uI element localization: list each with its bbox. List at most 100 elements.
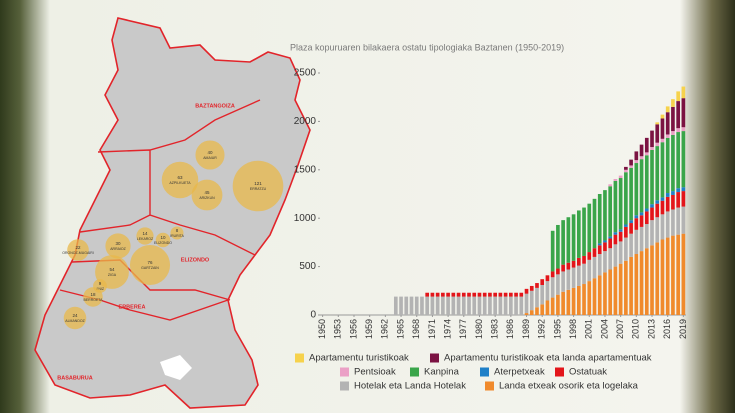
bar-segment [681, 233, 686, 315]
bar-segment [556, 268, 560, 275]
bar-segment [571, 260, 576, 268]
bar-segment [571, 267, 576, 288]
bar-segment [650, 149, 654, 205]
bar-segment [514, 292, 518, 297]
town-count: 63 [177, 175, 183, 180]
bar-segment [671, 235, 675, 315]
bar-segment [493, 292, 497, 297]
bar-segment [676, 234, 680, 315]
bar-segment [519, 292, 524, 297]
bar-segment [618, 241, 623, 264]
legend-label: Apartamentu turistikoak [309, 353, 409, 364]
bar-segment [592, 256, 597, 279]
bar-segment [671, 191, 675, 195]
town-count: 45 [204, 190, 210, 195]
bar-segment [582, 284, 586, 315]
x-tick-label: 1971 [427, 319, 437, 339]
bar-segment [587, 252, 592, 260]
bar-segment [414, 296, 419, 315]
x-tick-label: 1977 [458, 319, 468, 339]
bar-segment [503, 296, 508, 315]
y-tick-label: 0 [310, 310, 316, 321]
town-bubble [191, 179, 223, 211]
x-tick-label: 2004 [599, 319, 609, 339]
x-tick-label: 1959 [364, 319, 374, 339]
x-tick-label: 2007 [615, 319, 625, 339]
town-count: 121 [254, 181, 262, 186]
town-bubble [232, 160, 284, 212]
town-name: ELIZONDO [154, 241, 172, 245]
region-label: BASABURUA [57, 375, 92, 381]
bar-segment [550, 297, 555, 315]
town-name: ARIZKUN [199, 196, 215, 200]
bar-segment [545, 300, 550, 315]
bar-segment [509, 292, 513, 297]
bar-segment [644, 211, 649, 225]
bar-segment [561, 291, 565, 315]
bar-segment [644, 224, 649, 249]
bar-segment [597, 194, 602, 244]
town-count: 40 [207, 150, 213, 155]
bar-segment [597, 275, 602, 315]
bar-segment [603, 242, 607, 252]
bar-segment [655, 142, 660, 147]
bar-segment [561, 220, 565, 265]
bar-segment [618, 231, 623, 242]
bar-segment [676, 91, 680, 102]
bar-segment [644, 155, 649, 209]
bar-segment [624, 166, 628, 170]
bar-segment [629, 165, 633, 168]
bar-segment [451, 292, 456, 297]
bar-segment [624, 237, 628, 261]
bar-segment [524, 313, 529, 315]
legend-label: Aterpetxeak [494, 367, 545, 378]
bar-segment [634, 215, 639, 219]
bar-segment [613, 232, 618, 235]
bar-segment [644, 208, 649, 212]
x-tick-label: 1992 [537, 319, 547, 339]
bar-segment [404, 296, 409, 315]
bar-segment [587, 281, 592, 315]
bar-segment [571, 287, 576, 315]
bar-segment [629, 167, 633, 221]
legend-label: Apartamentu turistikoak eta landa aparta… [444, 353, 652, 364]
bar-segment [650, 204, 654, 208]
bar-segment [597, 254, 602, 276]
x-tick-label: 1986 [505, 319, 515, 339]
town-name: GARTZAIN [141, 266, 159, 270]
bar-segment [624, 172, 628, 225]
bar-segment [613, 180, 618, 233]
bar-segment [655, 200, 660, 204]
bar-segment [660, 239, 665, 315]
town-count: 22 [75, 245, 81, 250]
bar-segment [608, 236, 613, 239]
bar-segment [472, 292, 477, 297]
bar-segment [665, 106, 670, 113]
town-bubble [155, 232, 171, 248]
bar-segment [660, 114, 665, 119]
bar-segment [681, 187, 686, 192]
bar-segment [592, 248, 597, 257]
town-name: AZPILKUETA [169, 181, 191, 185]
map-outline [34, 17, 311, 409]
bar-segment [671, 99, 675, 107]
bar-segment [665, 211, 670, 238]
bar-segment [644, 248, 649, 315]
town-count: 76 [147, 260, 153, 265]
bar-segment [409, 296, 414, 315]
town-count: 30 [115, 241, 121, 246]
town-count: 9 [99, 281, 102, 286]
bar-segment [535, 287, 539, 308]
bar-segment [639, 251, 644, 315]
bar-segment [660, 197, 665, 201]
bar-segment [676, 132, 680, 189]
town-bubble [83, 287, 103, 307]
bar-segment [435, 296, 440, 315]
bar-segment [624, 226, 628, 238]
town-count: 54 [109, 267, 115, 272]
bar-segment [671, 134, 675, 192]
bar-segment [529, 290, 534, 311]
town-name: AMAIUR [203, 156, 217, 160]
region-label: BAZTANGOIZA [195, 103, 235, 109]
